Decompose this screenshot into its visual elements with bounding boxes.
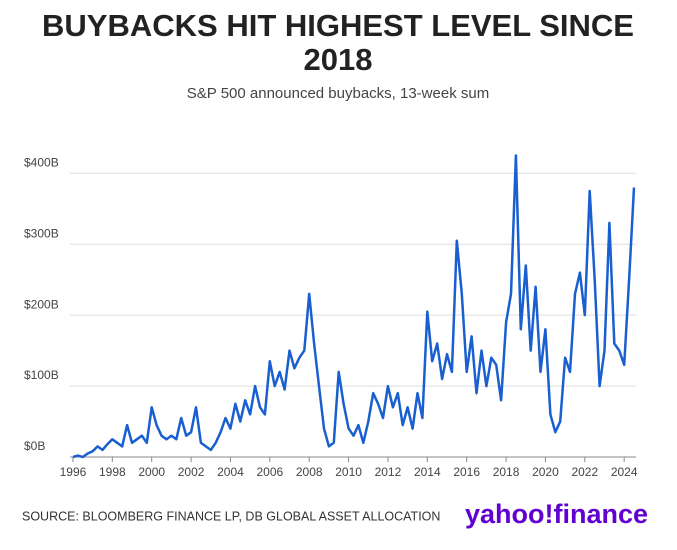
x-tick-label: 2018 [493,465,520,479]
chart-subtitle: S&P 500 announced buybacks, 13-week sum [187,85,489,102]
source-note: SOURCE: BLOOMBERG FINANCE LP, DB GLOBAL … [22,509,440,523]
x-tick-label: 2012 [375,465,402,479]
y-tick-label: $100B [24,368,59,382]
x-tick-label: 2000 [138,465,165,479]
x-tick-label: 2014 [414,465,441,479]
y-tick-label: $400B [24,155,59,169]
chart-title: BUYBACKS HIT HIGHEST LEVEL SINCE 2018 [42,8,634,77]
x-tick-label: 2020 [532,465,559,479]
x-tick-label: 2024 [611,465,638,479]
x-tick-label: 2004 [217,465,244,479]
x-tick-label: 2006 [256,465,283,479]
x-tick-label: 2016 [453,465,480,479]
x-tick-label: 2002 [178,465,205,479]
logo: yahoo!finance [465,499,648,529]
x-tick-label: 2008 [296,465,323,479]
y-tick-label: $300B [24,226,59,240]
y-tick-label: $0B [24,439,45,453]
x-tick-label: 1996 [60,465,87,479]
x-tick-label: 2010 [335,465,362,479]
y-tick-label: $200B [24,297,59,311]
x-tick-label: 2022 [571,465,598,479]
data-line [72,154,636,459]
x-tick-label: 1998 [99,465,126,479]
